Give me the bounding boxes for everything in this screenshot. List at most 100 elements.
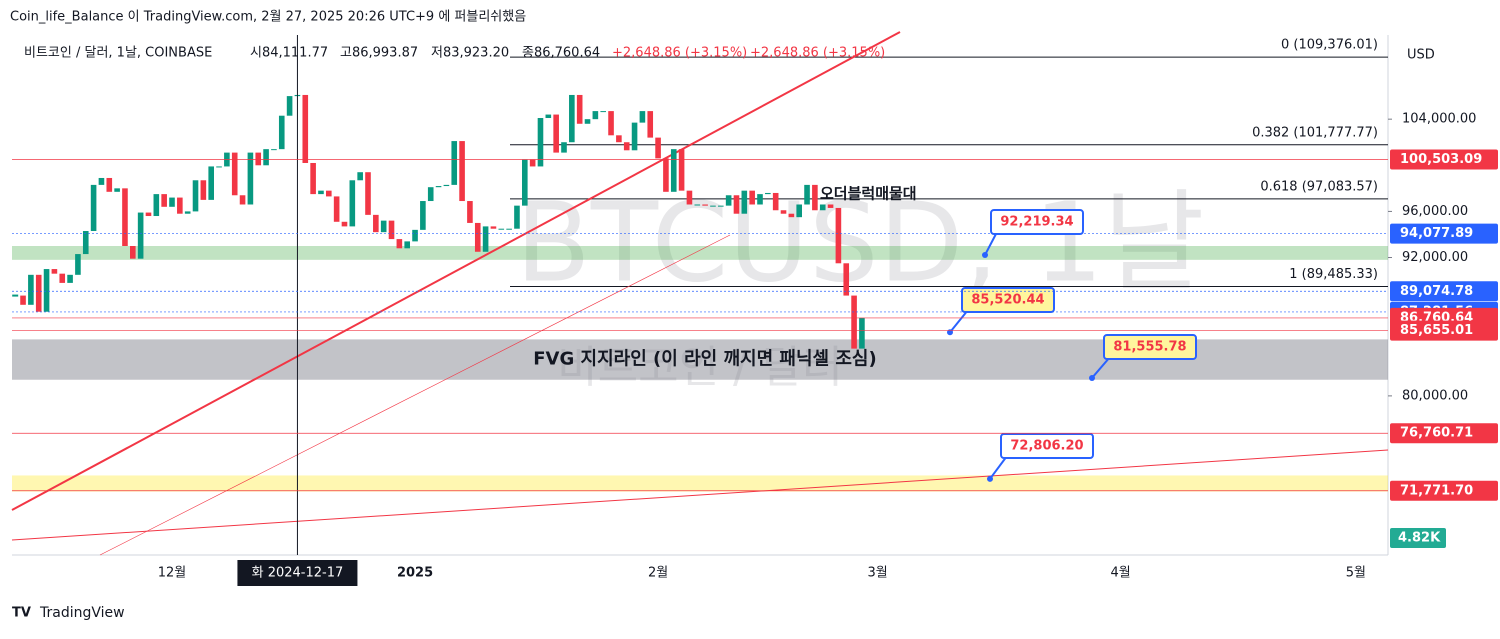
candle	[537, 118, 544, 167]
candle	[318, 190, 324, 195]
candle	[427, 187, 434, 202]
candle	[569, 94, 575, 143]
callout-dot	[1089, 374, 1095, 381]
candle	[98, 177, 105, 185]
candle	[663, 158, 669, 192]
candle	[278, 115, 285, 150]
candle	[757, 194, 763, 205]
fib-label: 0 (109,376.01)	[1281, 38, 1378, 53]
candle	[749, 190, 755, 205]
watermark: BTCUSD, 1날	[515, 178, 1204, 306]
candle	[851, 295, 857, 349]
candle	[184, 211, 191, 214]
candle	[490, 226, 497, 229]
candle	[286, 96, 293, 116]
watermark-sub: 비트코인 / 달러	[557, 342, 843, 393]
candle	[90, 184, 97, 232]
candle	[694, 204, 701, 206]
candle	[780, 210, 787, 214]
candle	[561, 142, 567, 153]
callout-pointer	[1091, 356, 1111, 379]
candle	[28, 274, 34, 305]
candle	[357, 172, 363, 181]
candle	[459, 141, 465, 202]
zone-label: FVG 지지라인 (이 라인 깨지면 패닉셀 조심)	[533, 349, 876, 370]
publisher: Coin_life_Balance 이 TradingView.com, 2월 …	[10, 9, 526, 25]
candle	[59, 273, 66, 283]
candle	[843, 263, 850, 296]
order-block-label: 오더블럭매물대	[820, 185, 917, 203]
candle	[177, 197, 183, 214]
candle	[451, 141, 458, 185]
candle	[733, 195, 740, 214]
candle	[482, 226, 489, 252]
callout-dot	[987, 475, 993, 482]
candle	[435, 186, 442, 188]
candle	[208, 166, 214, 200]
candle	[819, 204, 826, 211]
candle	[616, 135, 622, 143]
chart-bg	[0, 30, 1500, 600]
currency: USD	[1407, 48, 1435, 63]
candle	[514, 205, 520, 229]
candle	[137, 212, 144, 259]
callout-dot	[982, 251, 988, 258]
candle	[122, 188, 128, 246]
candle	[365, 172, 371, 215]
price-tag-label: 71,771.70	[1400, 483, 1473, 498]
candle	[341, 221, 348, 227]
candle	[43, 269, 50, 312]
x-tick-label: 3월	[867, 566, 887, 581]
candle	[271, 149, 277, 151]
candle	[20, 295, 26, 305]
candle	[639, 111, 646, 123]
legend-low: 저83,923.20	[431, 46, 509, 61]
price-tag-label: 89,074.78	[1400, 284, 1473, 299]
callout-box	[1103, 334, 1197, 360]
callout-box	[1000, 433, 1094, 459]
zone	[12, 245, 1388, 260]
callout-pointer	[984, 231, 998, 256]
candle	[404, 241, 410, 249]
callout-box	[990, 209, 1084, 235]
candle	[200, 180, 207, 200]
x-tick-label: 2025	[397, 566, 433, 581]
candle	[75, 254, 81, 275]
y-tick-label: 92,000.00	[1402, 250, 1468, 265]
candle	[130, 245, 136, 259]
price-tag	[1390, 320, 1498, 341]
legend-high: 고86,993.87	[340, 46, 418, 61]
x-tick-label: 12월	[158, 566, 187, 581]
x-tick-label: 5월	[1346, 566, 1366, 581]
candle	[788, 213, 795, 218]
candle	[623, 142, 630, 151]
price-tag-label: 85,655.01	[1400, 323, 1473, 338]
candle	[161, 194, 167, 207]
fib-label: 1 (89,485.33)	[1289, 267, 1378, 282]
candle	[51, 269, 58, 274]
fib-label: 0.382 (101,777.77)	[1252, 125, 1378, 140]
candle	[710, 205, 716, 207]
candle	[263, 149, 269, 166]
candle	[765, 192, 771, 195]
candle	[686, 190, 693, 205]
callout-pointer	[989, 455, 1008, 480]
candle	[310, 162, 316, 195]
candle	[302, 94, 309, 163]
x-tick-label: 4월	[1111, 566, 1131, 581]
price-tag	[1390, 480, 1498, 501]
candle	[506, 228, 512, 230]
trend-line	[99, 234, 731, 556]
candle	[608, 111, 614, 136]
price-tag	[1390, 423, 1498, 444]
candle	[545, 114, 552, 119]
candle	[373, 214, 379, 233]
candle	[349, 180, 356, 227]
price-tag	[1390, 223, 1498, 244]
candle	[169, 197, 175, 207]
candle	[380, 220, 387, 233]
candle	[333, 196, 340, 222]
candle	[145, 212, 152, 217]
candle	[772, 192, 779, 211]
candle	[216, 166, 222, 168]
